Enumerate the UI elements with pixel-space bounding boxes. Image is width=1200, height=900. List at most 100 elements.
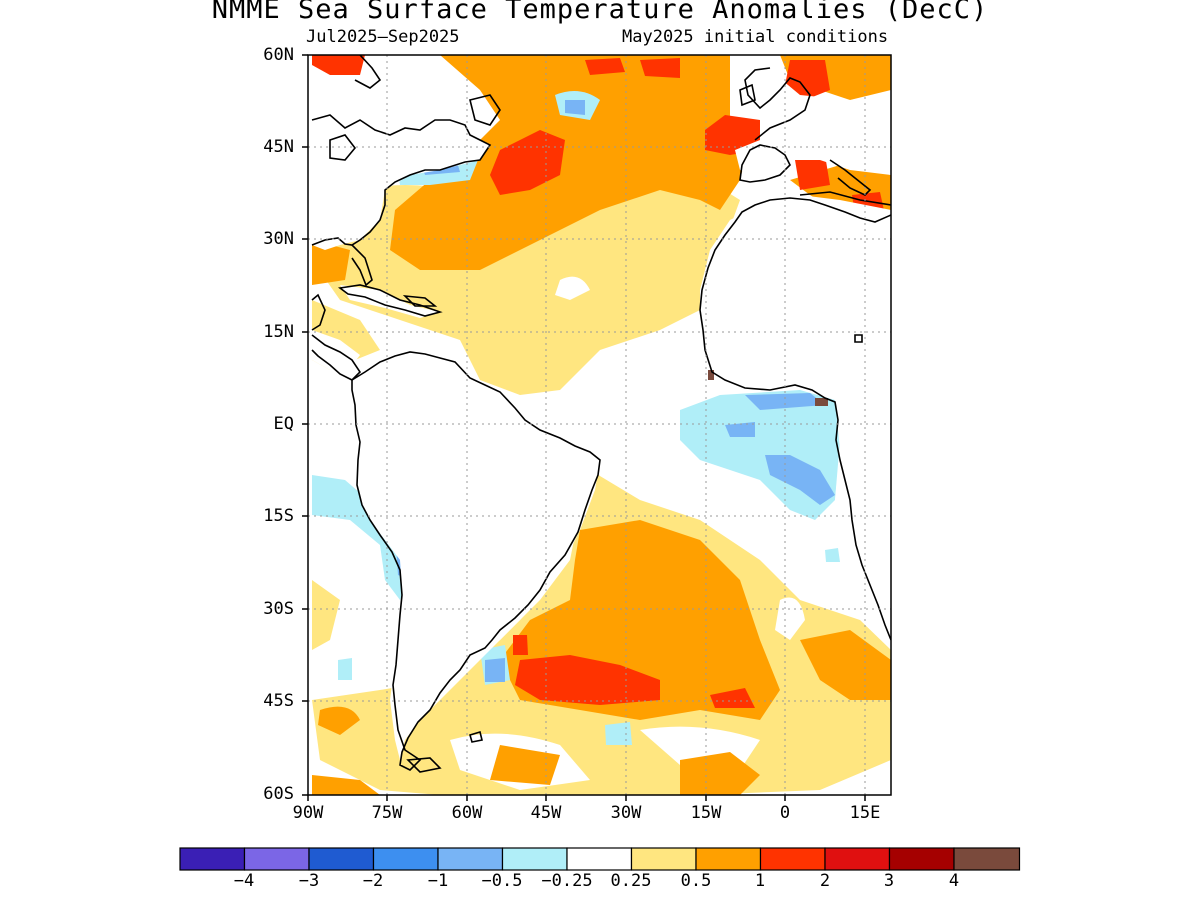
anomaly-patch [312,475,410,600]
coastline-mediterranean [799,191,891,206]
anomaly-patch [775,597,805,640]
anomaly-patch [785,60,830,100]
axis-ticks [302,54,866,801]
colorbar-label: −4 [233,871,255,891]
lat-label: 45N [263,137,294,157]
colorbar-swatch [308,847,375,871]
anomaly-patch [390,55,750,270]
initial-conditions: May2025 initial conditions [622,27,889,47]
colorbar-label: 0.25 [610,871,652,891]
land-central-america [312,330,360,375]
lat-label: 45S [263,691,294,711]
anomaly-patch [825,548,840,562]
coastline-central-america [311,334,362,381]
coastline-yucatan [311,293,326,331]
coastline-great-lakes [329,134,357,161]
lon-label: 15W [690,803,722,823]
coastlines [311,55,891,773]
lon-label: 15E [849,803,881,823]
colorbar-label: −1 [427,871,449,891]
coastline-florida [351,244,373,287]
colorbar-swatch [630,847,697,871]
anomaly-patch [338,658,352,680]
anomaly-patch [585,58,625,75]
lat-label: 60N [263,45,294,65]
colorbar-swatch [566,847,633,871]
lon-label: 30W [610,803,642,823]
colorbar-label: −2 [362,871,384,891]
colorbar-label: 0.5 [680,871,712,891]
lat-label: 60S [263,784,294,804]
anomaly-patch [312,240,350,285]
colorbar-label: 2 [819,871,831,891]
anomaly-patch [745,393,825,410]
colorbar-swatch [824,847,891,871]
anomaly-patch [312,55,365,75]
anomaly-patch [565,100,585,115]
coastline-france-uk [744,67,811,141]
colorbar-swatch [953,847,1021,871]
anomaly-patch [555,276,590,300]
colorbar-swatch [501,847,568,871]
anomaly-patch [710,688,755,708]
lon-label: 60W [451,803,483,823]
colorbar-swatch [372,847,439,871]
lat-label: 30N [263,229,294,249]
colorbar [179,847,1021,871]
land-europe [735,70,891,180]
land-greenland [380,55,420,70]
lon-label: 90W [292,803,324,823]
colorbar-swatch [179,847,246,871]
colorbar-label: 3 [883,871,895,891]
colorbar-swatch [437,847,504,871]
lon-label: 75W [371,803,403,823]
anomaly-patch [725,422,755,437]
coastline-ireland [739,83,756,107]
coastline-newfoundland [469,94,501,126]
map-title: NMME Sea Surface Temperature Anomalies (… [211,0,989,25]
colorbar-label: 1 [754,871,766,891]
colorbar-label: −0.5 [481,871,523,891]
anomaly-patch [312,775,380,795]
anomaly-patch [765,455,835,505]
coastline-greenland [354,55,382,89]
land-south-america [355,350,600,760]
anomaly-field [312,55,891,795]
coastline-iberia [739,144,791,183]
anomaly-patch [815,398,828,406]
coastline-tierra-del-fuego [406,757,442,773]
coastline-italy [829,159,872,196]
anomaly-patch [513,635,528,655]
anomaly-patch [708,370,714,380]
lat-label: 15S [263,506,294,526]
forecast-period: Jul2025–Sep2025 [306,27,460,47]
anomaly-patch [318,706,360,735]
land-africa [700,195,891,640]
lat-label: 15N [263,322,294,342]
lon-label: 0 [779,803,791,823]
coastline-falklands [469,730,483,743]
coastline-hispaniola [402,294,438,307]
coastline-cuba [337,284,443,317]
colorbar-swatch [888,847,955,871]
lat-label: EQ [273,414,294,434]
colorbar-swatch [759,847,826,871]
coastline-canary [854,334,863,343]
anomaly-patch [680,752,760,795]
anomaly-patch [312,580,340,650]
colorbar-swatch [243,847,310,871]
land-caribbean [340,285,440,318]
colorbar-label: −0.25 [541,871,593,891]
anomaly-patch [605,722,632,745]
anomaly-patch [485,658,505,682]
map-frame [307,54,892,796]
anomaly-patch [800,630,891,700]
colorbar-label: 4 [948,871,960,891]
lat-label: 30S [263,599,294,619]
coastline-south-america [351,351,601,771]
lon-label: 45W [530,803,562,823]
anomaly-patch [795,155,830,190]
anomaly-patch [515,655,660,705]
coastline-africa [699,197,891,641]
